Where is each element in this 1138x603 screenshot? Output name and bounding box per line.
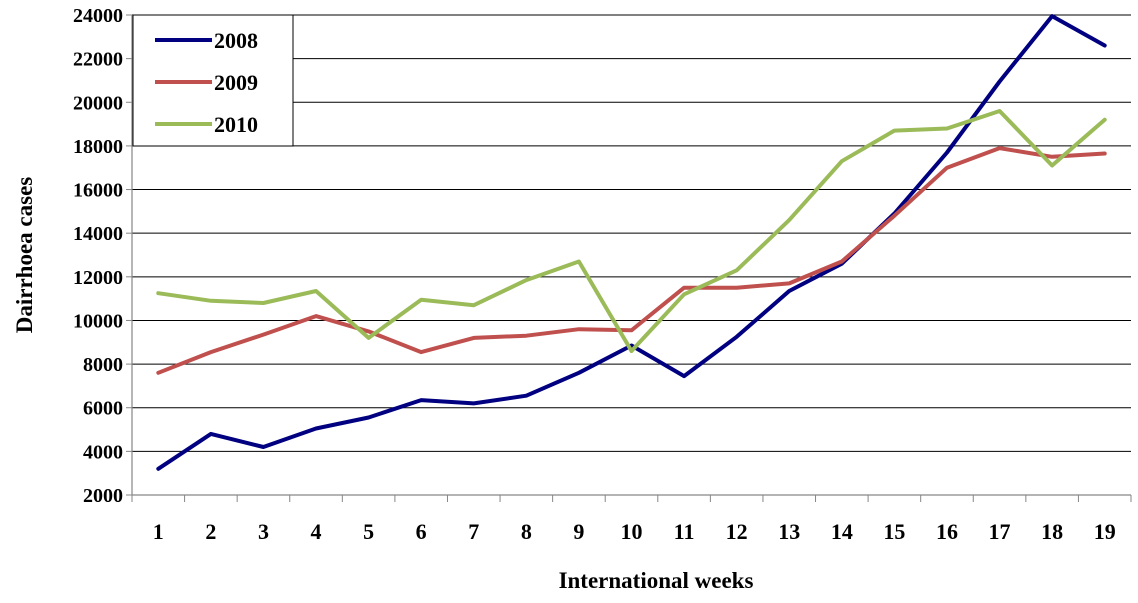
axes [131,15,1131,496]
y-tick-label: 14000 [73,223,123,245]
y-tick-label: 18000 [73,136,123,158]
y-axis-title: Dairrhoea cases [12,177,37,334]
y-tick-label: 8000 [83,354,123,376]
x-tick-label: 15 [883,519,905,544]
x-tick-label: 11 [674,519,695,544]
x-tick-label: 8 [521,519,532,544]
series-line-2010 [156,109,1107,353]
x-tick-label: 5 [363,519,374,544]
y-tick-label: 6000 [83,398,123,420]
x-tick-label: 9 [573,519,584,544]
x-tick-label: 13 [778,519,800,544]
x-tick-labels: 1 2 3 4 5 6 7 8 9 10 11 12 13 14 15 16 17 18 19 [131,495,1132,544]
x-tick-label: 2 [205,519,216,544]
series-lines [156,14,1107,471]
x-tick-label: 16 [936,519,958,544]
y-tick-label: 4000 [83,441,123,463]
x-axis-title: International weeks [559,568,754,593]
y-tick-label: 24000 [73,5,123,27]
y-tick-label: 10000 [73,310,123,332]
legend-label-2010: 2010 [214,112,258,137]
y-tick-label: 2000 [83,485,123,507]
x-tick-label: 3 [258,519,269,544]
x-tick-label: 6 [416,519,427,544]
y-tick-labels: 2000 4000 6000 8000 10000 12000 14000 16000 1800… [73,5,132,507]
legend-label-2008: 2008 [214,28,258,53]
gridlines [132,14,1131,452]
x-tick-label: 10 [621,519,643,544]
x-tick-label: 19 [1094,519,1116,544]
x-tick-label: 12 [726,519,748,544]
legend-items: 2008 2009 2010 [155,28,258,137]
x-tick-label: 7 [468,519,479,544]
y-tick-label: 16000 [73,180,123,202]
series-line-2008 [156,14,1107,471]
x-tick-label: 1 [153,519,164,544]
y-tick-label: 20000 [73,92,123,114]
legend-label-2009: 2009 [214,70,258,95]
legend: 2008 2009 2010 [132,14,294,147]
x-tick-label: 18 [1041,519,1063,544]
x-tick-label: 17 [989,519,1011,544]
y-tick-label: 22000 [73,49,123,71]
y-tick-label: 12000 [73,267,123,289]
series-line-2009 [156,146,1107,375]
x-tick-label: 14 [831,519,853,544]
x-tick-label: 4 [311,519,322,544]
